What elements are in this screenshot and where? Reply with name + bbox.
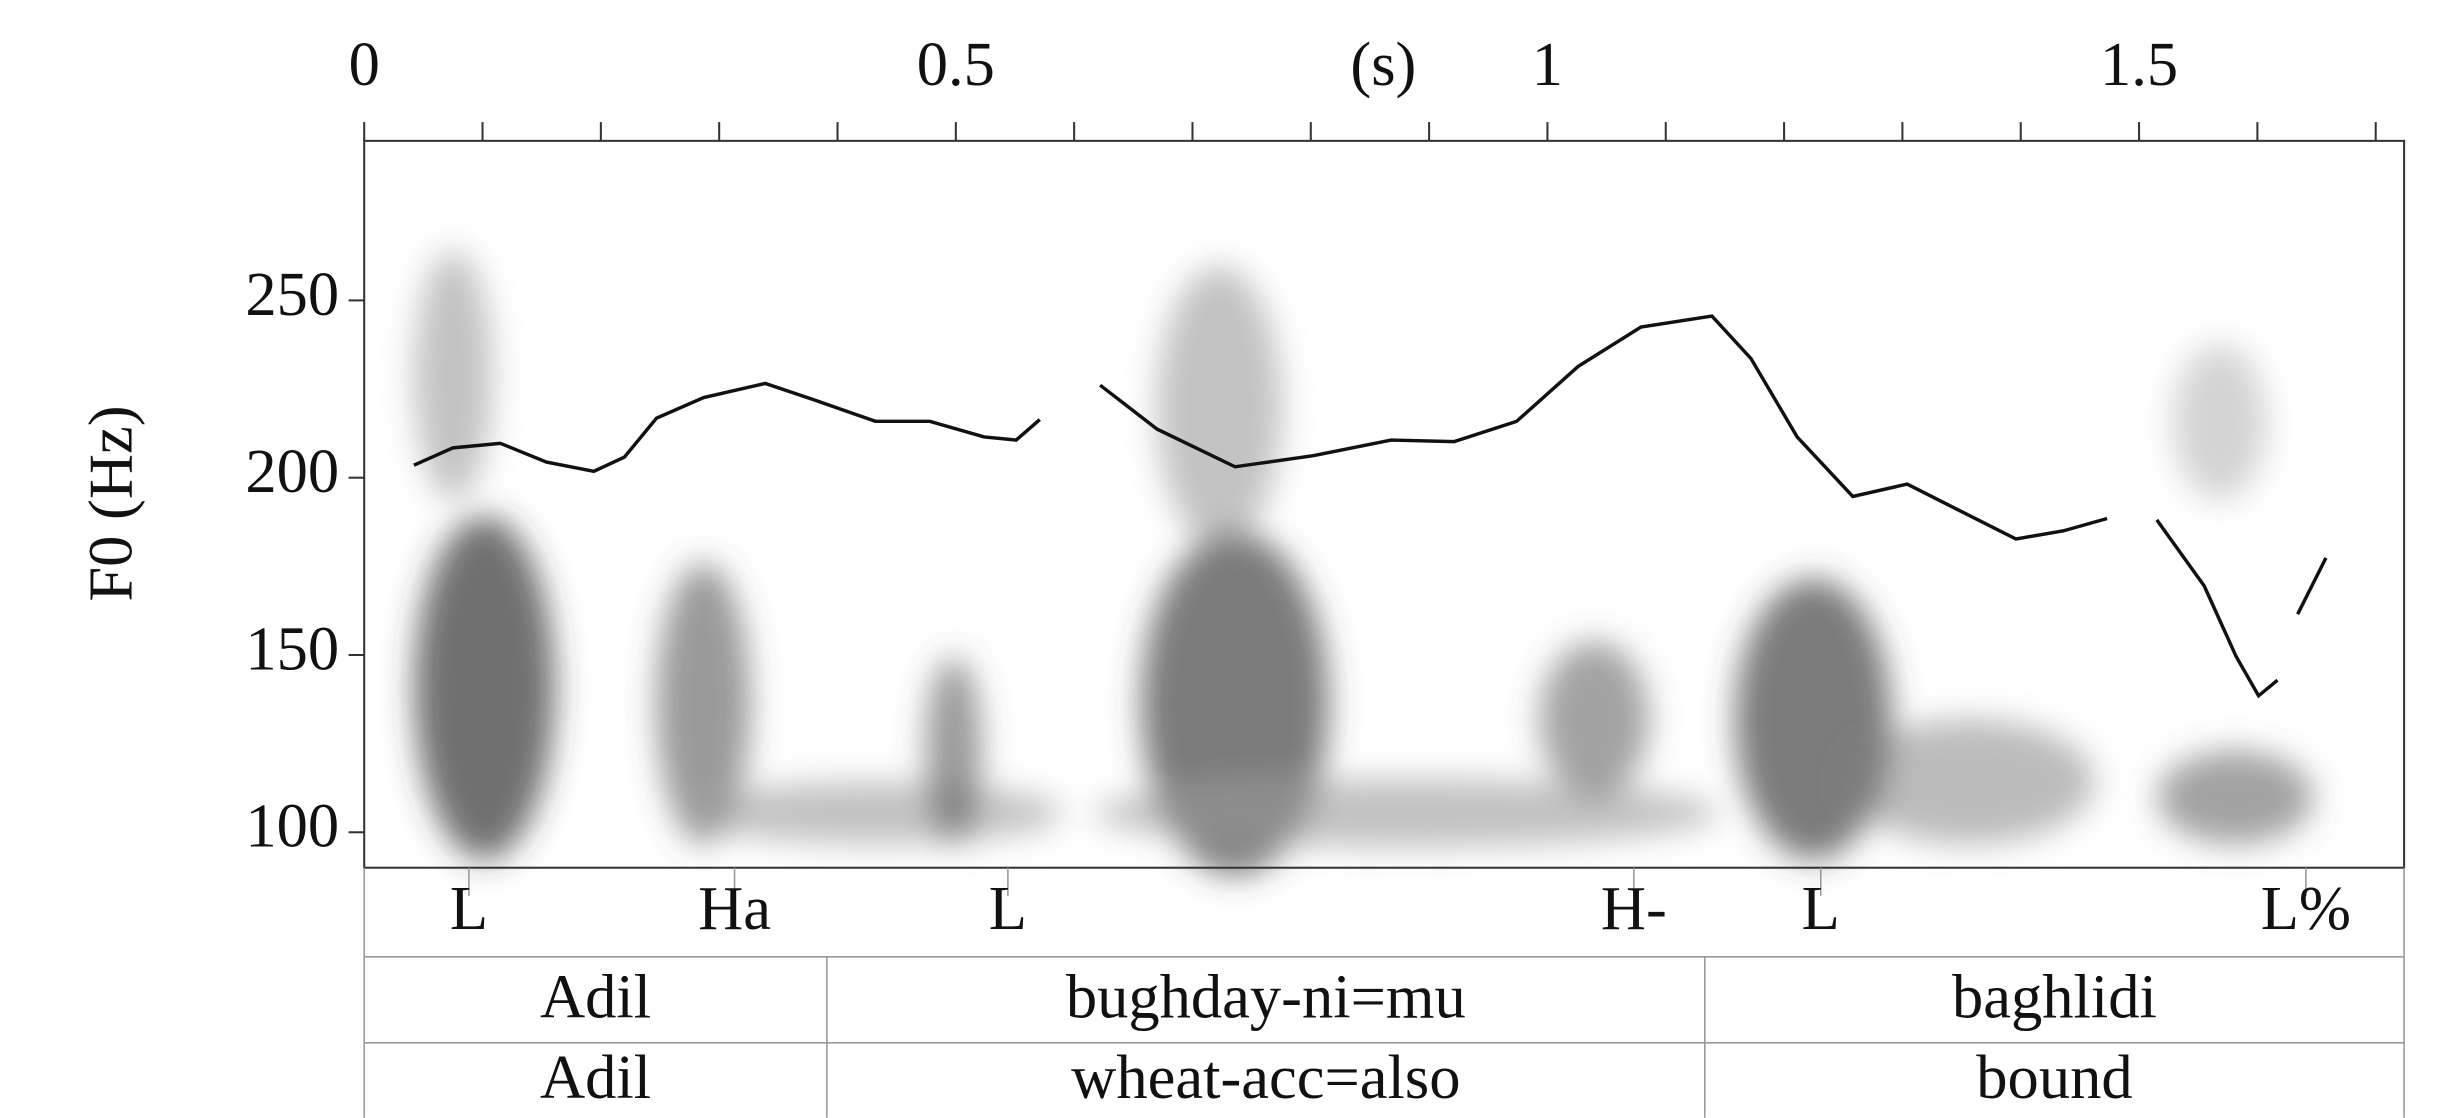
y-tick-label: 150	[245, 613, 339, 683]
f0-line	[413, 314, 2328, 699]
y-tick-label: 200	[245, 436, 339, 506]
interval-label: baghlidi	[1952, 961, 2157, 1031]
tone-label: L%	[2261, 873, 2351, 943]
tone-label: Ha	[698, 873, 771, 943]
y-tick-label: 250	[245, 259, 339, 329]
x-tick-label: 1	[1532, 29, 1563, 99]
tone-label: H-	[1601, 873, 1667, 943]
y-axis-label: F0 (Hz)	[76, 405, 146, 601]
x-unit-label: (s)	[1350, 29, 1416, 99]
tone-label: L	[1802, 873, 1840, 943]
interval-label: Adil	[540, 961, 651, 1031]
x-tick-label: 0	[349, 29, 380, 99]
x-tick-label: 1.5	[2100, 29, 2178, 99]
tone-label: L	[989, 873, 1027, 943]
interval-label: bound	[1976, 1042, 2132, 1112]
spectrogram-shading	[414, 250, 2314, 876]
x-tick-label: 0.5	[917, 29, 995, 99]
y-tick-label: 100	[245, 791, 339, 861]
interval-label: Adil	[540, 1042, 651, 1112]
interval-label: wheat-acc=also	[1071, 1042, 1460, 1112]
interval-label: bughday-ni=mu	[1066, 961, 1466, 1031]
plot-frame	[363, 139, 2406, 869]
tone-label: L	[450, 873, 488, 943]
